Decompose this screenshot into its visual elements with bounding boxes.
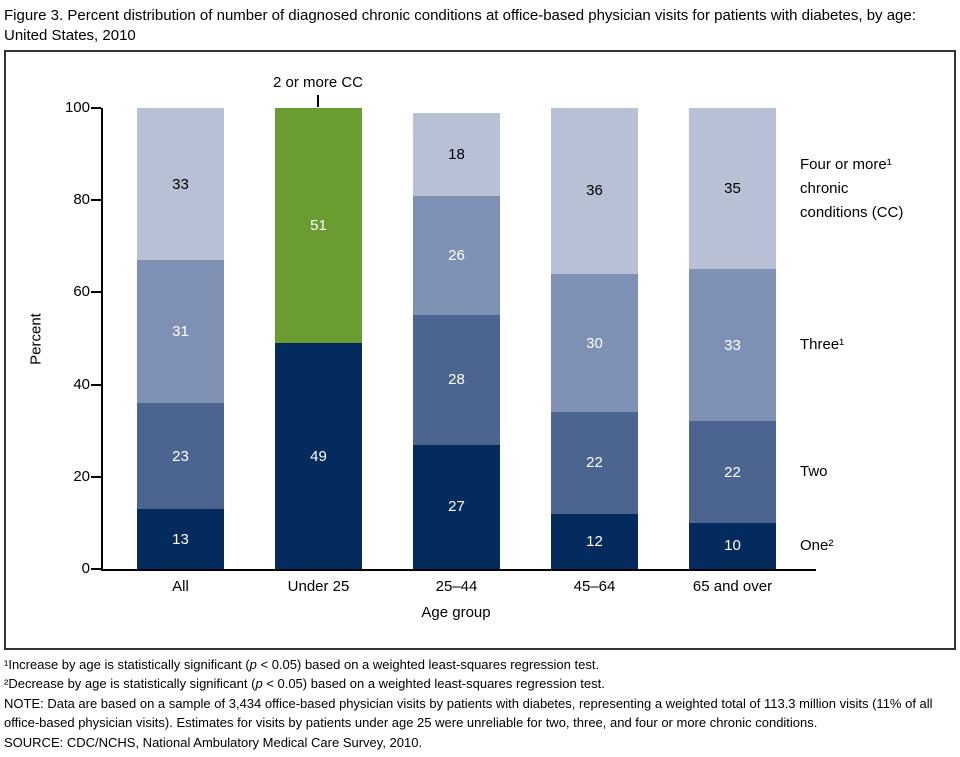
bar-segment: 10 [689,522,776,569]
y-axis-line [101,108,103,571]
bar-value-label: 36 [586,182,603,200]
footnote-source: SOURCE: CDC/NCHS, National Ambulatory Me… [4,734,423,750]
bar-segment: 31 [137,260,224,404]
bar-segment: 22 [689,421,776,523]
y-tick [91,568,101,570]
bar-value-label: 23 [172,447,189,465]
bar-value-label: 22 [724,463,741,481]
bar-value-label: 33 [172,175,189,193]
y-tick [91,476,101,478]
bar-value-label: 10 [724,537,741,555]
footnotes: ¹Increase by age is statistically signif… [4,655,954,752]
bar-value-label: 31 [172,323,189,341]
bar-segment: 22 [551,412,638,514]
legend-label-three: Three¹ [800,336,845,353]
footnote-2: ²Decrease by age is statistically signif… [4,676,605,692]
bar-segment: 27 [413,444,500,569]
x-axis-title: Age group [421,604,491,621]
annotation-pointer-line [317,95,319,107]
bar-value-label: 22 [586,454,603,472]
bar-segment: 13 [137,509,224,569]
bar-segment: 23 [137,403,224,510]
bar-value-label: 26 [448,247,465,264]
bar-value-label: 18 [448,145,465,163]
bar-segment: 36 [551,108,638,274]
y-tick-label: 20 [73,468,90,485]
bar-segment: 33 [689,269,776,422]
y-tick-label: 60 [73,283,90,300]
legend-label-two: Two [800,463,828,480]
x-axis-line [101,569,816,571]
x-tick-label: 45–64 [573,578,616,595]
bar-segment: 51 [275,108,362,344]
bar-segment: 12 [551,513,638,569]
y-tick-label: 40 [73,376,90,393]
bar-value-label: 12 [586,532,603,550]
bar-segment: 49 [275,343,362,569]
bar-segment: 28 [413,315,500,445]
bar-value-label: 28 [448,371,465,389]
chart-frame: Percent Age group 2 or more CC Four or m… [4,50,956,650]
bar-value-label: 51 [310,217,327,235]
footnote-1: ¹Increase by age is statistically signif… [4,657,600,672]
legend-label-four-or-more: Four or more¹ chronic conditions (CC) [800,156,904,221]
bar-segment: 33 [137,108,224,261]
bar-segment: 35 [689,108,776,270]
bar-value-label: 35 [724,180,741,198]
y-tick-label: 80 [73,191,90,208]
annotation-2-or-more-cc: 2 or more CC [272,74,364,91]
x-tick-label: Under 25 [287,578,350,595]
y-tick [91,384,101,386]
bar-value-label: 33 [724,336,741,354]
y-tick [91,291,101,293]
figure-title: Figure 3. Percent distribution of number… [4,7,916,44]
bar-segment: 18 [413,112,500,196]
y-tick-label: 0 [81,560,90,577]
legend-label-one: One² [800,537,834,554]
y-axis-title: Percent [27,313,45,365]
bar-value-label: 30 [586,334,603,352]
y-tick [91,107,101,109]
bar-value-label: 27 [448,498,465,516]
x-tick-label: 65 and over [692,578,773,595]
bar-value-label: 13 [172,530,189,548]
y-tick-label: 100 [64,99,90,116]
bar-value-label: 49 [310,447,327,465]
bar-segment: 26 [413,195,500,316]
x-tick-label: 25–44 [435,578,478,595]
y-tick [91,199,101,201]
bar-segment: 30 [551,273,638,413]
x-tick-label: All [172,578,189,595]
footnote-note: NOTE: Data are based on a sample of 3,43… [4,695,933,731]
